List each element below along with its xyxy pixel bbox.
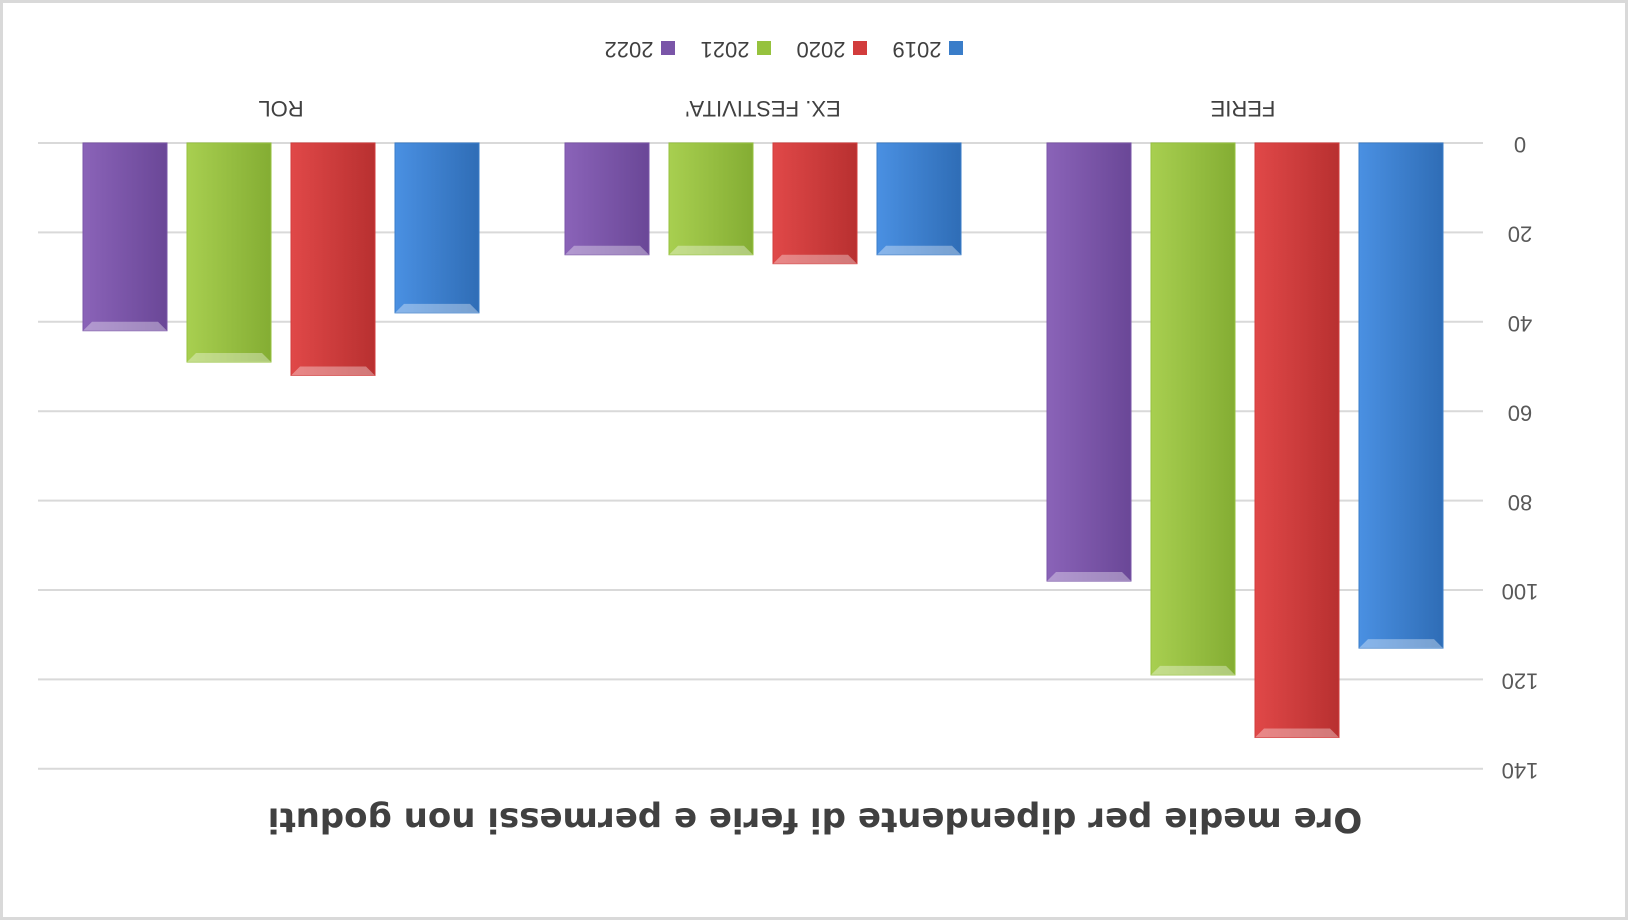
bar-chart: 0 20 40 60 80 100 120 140 FERIE EX. FESTIVITA' RO… xyxy=(38,37,1539,840)
category-label: EX. FESTIVITA' xyxy=(685,96,840,121)
y-tick-label: 80 xyxy=(1508,490,1532,515)
y-tick-label: 60 xyxy=(1508,400,1532,425)
legend-swatch xyxy=(949,41,963,55)
bar-body xyxy=(1046,142,1132,582)
bar-bevel xyxy=(83,321,167,331)
bar-body xyxy=(1254,142,1340,739)
bar-2019-rol xyxy=(394,142,480,314)
gridlines xyxy=(38,142,1483,770)
category-label: ROL xyxy=(258,96,303,121)
legend-label: 2020 xyxy=(797,37,846,62)
bar-body xyxy=(564,142,650,256)
bar-2020-rol xyxy=(290,142,376,376)
bar-2019-ex-festivita- xyxy=(876,142,962,256)
y-axis: 0 20 40 60 80 100 120 140 xyxy=(1502,132,1539,783)
bar-2022-rol xyxy=(82,142,168,332)
bar-2022-ex-festivita- xyxy=(564,142,650,256)
y-tick-label: 40 xyxy=(1508,311,1532,336)
bar-bevel xyxy=(565,245,649,255)
bar-2019-ferie xyxy=(1358,142,1444,649)
bar-body xyxy=(1150,142,1236,676)
bar-bevel xyxy=(291,366,375,376)
bar-body xyxy=(394,142,480,314)
legend-label: 2021 xyxy=(701,37,750,62)
bar-body xyxy=(876,142,962,256)
bar-bevel xyxy=(1255,728,1339,738)
legend-item-2020: 2020 xyxy=(797,37,867,62)
bar-body xyxy=(1358,142,1444,649)
y-tick-label: 120 xyxy=(1502,669,1539,694)
bar-body xyxy=(290,142,376,376)
legend: 2019 2020 2021 2022 xyxy=(605,37,963,62)
bar-2021-ferie xyxy=(1150,142,1236,676)
bar-body xyxy=(668,142,754,256)
bar-2020-ferie xyxy=(1254,142,1340,739)
legend-item-2022: 2022 xyxy=(605,37,675,62)
category-labels: FERIE EX. FESTIVITA' ROL xyxy=(258,96,1275,121)
bar-2020-ex-festivita- xyxy=(772,142,858,265)
bar-body xyxy=(82,142,168,332)
bar-2021-rol xyxy=(186,142,272,363)
chart-title: Ore medie per dipendente di ferie e perm… xyxy=(268,800,1363,840)
bar-bevel xyxy=(669,245,753,255)
bar-bevel xyxy=(1359,639,1443,649)
bar-body xyxy=(186,142,272,363)
legend-item-2021: 2021 xyxy=(701,37,771,62)
legend-swatch xyxy=(661,41,675,55)
bar-bevel xyxy=(1047,572,1131,582)
y-tick-label: 20 xyxy=(1508,222,1532,247)
legend-label: 2022 xyxy=(605,37,654,62)
bar-2022-ferie xyxy=(1046,142,1132,582)
category-label: FERIE xyxy=(1211,96,1276,121)
bar-bevel xyxy=(1151,665,1235,675)
y-tick-label: 140 xyxy=(1502,758,1539,783)
bar-2021-ex-festivita- xyxy=(668,142,754,256)
bar-bevel xyxy=(187,353,271,363)
bars xyxy=(82,142,1444,739)
y-tick-label: 0 xyxy=(1514,132,1526,157)
title-group: Ore medie per dipendente di ferie e perm… xyxy=(268,800,1363,840)
bar-bevel xyxy=(773,254,857,264)
legend-item-2019: 2019 xyxy=(893,37,963,62)
bar-bevel xyxy=(395,303,479,313)
legend-swatch xyxy=(757,41,771,55)
legend-swatch xyxy=(853,41,867,55)
bar-bevel xyxy=(877,245,961,255)
bar-body xyxy=(772,142,858,265)
legend-label: 2019 xyxy=(893,37,942,62)
y-tick-label: 100 xyxy=(1502,579,1539,604)
